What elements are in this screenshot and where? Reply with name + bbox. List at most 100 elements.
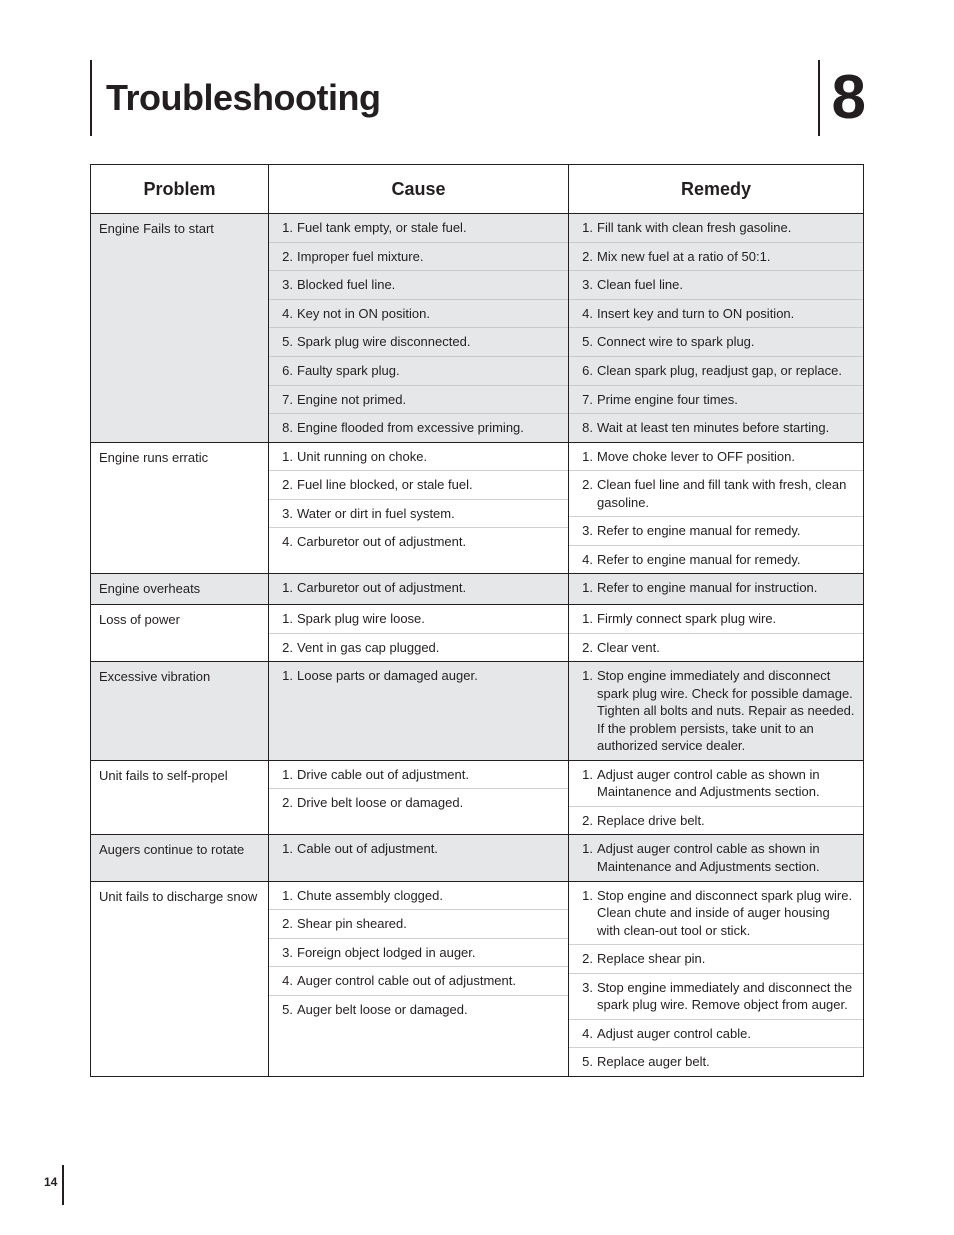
remedy-list: 1.Fill tank with clean fresh gasoline.2.… <box>569 214 863 441</box>
list-item-text: Shear pin sheared. <box>297 915 560 933</box>
list-item: 4.Adjust auger control cable. <box>569 1019 863 1048</box>
list-item: 1.Stop engine and disconnect spark plug … <box>569 882 863 945</box>
heading-row: Troubleshooting 8 <box>90 60 864 136</box>
list-item-text: Wait at least ten minutes before startin… <box>597 419 855 437</box>
list-item: 1.Spark plug wire loose. <box>269 605 568 633</box>
remedy-cell: 1.Stop engine immediately and disconnect… <box>569 662 864 761</box>
cause-list: 1.Loose parts or damaged auger. <box>269 662 568 690</box>
list-item: 1.Cable out of adjustment. <box>269 835 568 863</box>
remedy-list: 1.Stop engine immediately and disconnect… <box>569 662 863 760</box>
list-item: 2.Vent in gas cap plugged. <box>269 633 568 662</box>
cause-cell: 1.Loose parts or damaged auger. <box>269 662 569 761</box>
list-item-text: Spark plug wire loose. <box>297 610 560 628</box>
list-item-number: 1. <box>577 667 597 755</box>
list-item: 2.Replace drive belt. <box>569 806 863 835</box>
cause-list: 1.Drive cable out of adjustment.2.Drive … <box>269 761 568 817</box>
list-item-text: Engine flooded from excessive priming. <box>297 419 560 437</box>
list-item-number: 1. <box>577 610 597 628</box>
list-item-number: 1. <box>277 219 297 237</box>
problem-cell: Excessive vibration <box>91 662 269 761</box>
list-item-number: 6. <box>577 362 597 380</box>
list-item-text: Water or dirt in fuel system. <box>297 505 560 523</box>
list-item-text: Auger belt loose or damaged. <box>297 1001 560 1019</box>
list-item-number: 2. <box>577 812 597 830</box>
list-item: 1.Unit running on choke. <box>269 443 568 471</box>
table-row: Engine Fails to start1.Fuel tank empty, … <box>91 214 864 442</box>
list-item-number: 1. <box>277 840 297 858</box>
list-item: 4.Auger control cable out of adjustment. <box>269 966 568 995</box>
cause-list: 1.Chute assembly clogged.2.Shear pin she… <box>269 882 568 1024</box>
list-item: 5.Spark plug wire disconnected. <box>269 327 568 356</box>
list-item-number: 2. <box>277 915 297 933</box>
table-header-row: Problem Cause Remedy <box>91 165 864 214</box>
list-item-text: Refer to engine manual for remedy. <box>597 551 855 569</box>
problem-cell: Unit fails to discharge snow <box>91 881 269 1076</box>
list-item: 2.Fuel line blocked, or stale fuel. <box>269 470 568 499</box>
list-item-number: 2. <box>277 248 297 266</box>
col-header-problem: Problem <box>91 165 269 214</box>
list-item: 2.Shear pin sheared. <box>269 909 568 938</box>
list-item-text: Clean fuel line and fill tank with fresh… <box>597 476 855 511</box>
list-item: 4.Carburetor out of adjustment. <box>269 527 568 556</box>
list-item: 2.Clear vent. <box>569 633 863 662</box>
list-item: 2.Drive belt loose or damaged. <box>269 788 568 817</box>
list-item: 5.Connect wire to spark plug. <box>569 327 863 356</box>
list-item-number: 4. <box>577 305 597 323</box>
cause-cell: 1.Drive cable out of adjustment.2.Drive … <box>269 760 569 835</box>
list-item: 4.Refer to engine manual for remedy. <box>569 545 863 574</box>
list-item: 6.Faulty spark plug. <box>269 356 568 385</box>
list-item: 1.Adjust auger control cable as shown in… <box>569 761 863 806</box>
list-item-number: 4. <box>277 972 297 990</box>
list-item-number: 2. <box>277 476 297 494</box>
list-item: 1.Chute assembly clogged. <box>269 882 568 910</box>
problem-cell: Augers continue to rotate <box>91 835 269 881</box>
cause-list: 1.Carburetor out of adjustment. <box>269 574 568 602</box>
remedy-list: 1.Move choke lever to OFF position. 2.Cle… <box>569 443 863 574</box>
cause-cell: 1.Cable out of adjustment. <box>269 835 569 881</box>
list-item: 1.Loose parts or damaged auger. <box>269 662 568 690</box>
problem-cell: Loss of power <box>91 604 269 661</box>
list-item-text: Replace drive belt. <box>597 812 855 830</box>
remedy-list: 1.Firmly connect spark plug wire.2.Clear… <box>569 605 863 661</box>
list-item-text: Stop engine immediately and disconnect s… <box>597 667 855 755</box>
list-item-number: 5. <box>577 1053 597 1071</box>
col-header-cause: Cause <box>269 165 569 214</box>
list-item-number: 1. <box>577 840 597 875</box>
list-item-number: 2. <box>577 476 597 511</box>
list-item: 2.Replace shear pin. <box>569 944 863 973</box>
list-item-text: Mix new fuel at a ratio of 50:1. <box>597 248 855 266</box>
list-item: 1.Stop engine immediately and disconnect… <box>569 662 863 760</box>
list-item-number: 3. <box>577 522 597 540</box>
list-item-text: Insert key and turn to ON position. <box>597 305 855 323</box>
list-item: 3.Clean fuel line. <box>569 270 863 299</box>
list-item-text: Adjust auger control cable. <box>597 1025 855 1043</box>
remedy-cell: 1.Fill tank with clean fresh gasoline.2.… <box>569 214 864 442</box>
remedy-cell: 1.Firmly connect spark plug wire.2.Clear… <box>569 604 864 661</box>
list-item-number: 5. <box>277 333 297 351</box>
list-item-number: 1. <box>277 610 297 628</box>
list-item-text: Stop engine and disconnect spark plug wi… <box>597 887 855 940</box>
list-item-text: Clean fuel line. <box>597 276 855 294</box>
list-item-number: 2. <box>577 248 597 266</box>
list-item-text: Stop engine immediately and disconnect t… <box>597 979 855 1014</box>
list-item: 1.Refer to engine manual for instruction… <box>569 574 863 602</box>
problem-cell: Engine Fails to start <box>91 214 269 442</box>
list-item: 8.Engine flooded from excessive priming. <box>269 413 568 442</box>
list-item-text: Loose parts or damaged auger. <box>297 667 560 685</box>
list-item: 1.Move choke lever to OFF position. <box>569 443 863 471</box>
list-item-number: 3. <box>277 944 297 962</box>
remedy-list: 1.Adjust auger control cable as shown in… <box>569 761 863 835</box>
list-item: 1.Firmly connect spark plug wire. <box>569 605 863 633</box>
table-row: Unit fails to discharge snow1.Chute asse… <box>91 881 864 1076</box>
list-item-number: 2. <box>277 639 297 657</box>
list-item-text: Key not in ON position. <box>297 305 560 323</box>
remedy-cell: 1.Adjust auger control cable as shown in… <box>569 760 864 835</box>
problem-cell: Engine runs erratic <box>91 442 269 574</box>
list-item-number: 1. <box>577 448 597 466</box>
list-item: 5.Auger belt loose or damaged. <box>269 995 568 1024</box>
list-item-text: Blocked fuel line. <box>297 276 560 294</box>
list-item-number: 6. <box>277 362 297 380</box>
list-item-text: Cable out of adjustment. <box>297 840 560 858</box>
list-item-text: Unit running on choke. <box>297 448 560 466</box>
list-item-text: Firmly connect spark plug wire. <box>597 610 855 628</box>
